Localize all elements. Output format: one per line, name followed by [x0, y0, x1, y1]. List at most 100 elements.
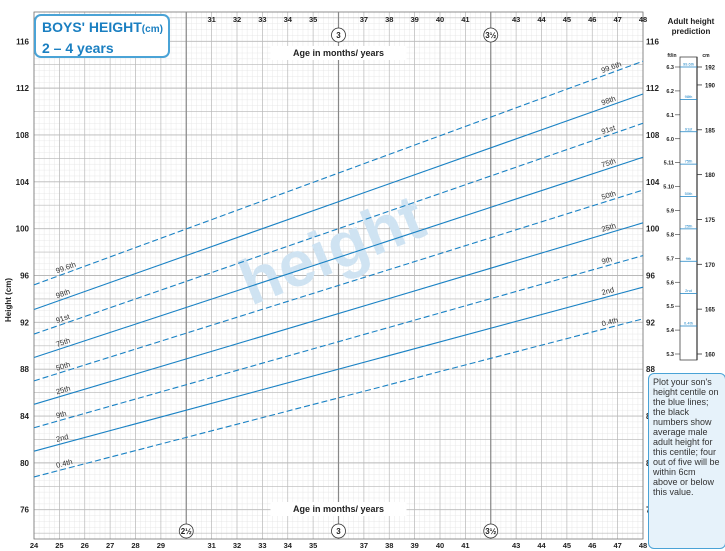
cm-tick-label: 160 — [705, 353, 716, 359]
y-tick-label-left: 80 — [20, 459, 29, 468]
centile-line-0.4th — [33, 318, 644, 478]
centile-label-right: 75th — [600, 156, 617, 169]
centile-mark-label: 0.4th — [684, 321, 693, 326]
cm-tick-label: 185 — [705, 128, 716, 134]
centile-line-50th — [33, 189, 644, 382]
x-tick-label-bottom: 38 — [385, 541, 393, 550]
x-tick-label-bottom: 48 — [639, 541, 647, 550]
centile-line-98th — [33, 93, 644, 310]
cm-tick-label: 192 — [705, 66, 716, 72]
chart-title: BOYS' HEIGHT(cm) — [42, 19, 163, 35]
x-tick-label-top: 39 — [410, 15, 418, 24]
axis-caption-bg — [270, 502, 407, 516]
ftin-tick-label: 6.1 — [666, 113, 674, 119]
instruction-note: Plot your son's height centile on the bl… — [648, 373, 725, 549]
centile-mark-label: 75th — [685, 159, 693, 164]
x-tick-label-top: 41 — [461, 15, 469, 24]
year-marker — [178, 523, 194, 539]
centile-curves — [33, 60, 644, 478]
centile-mark-label: 98th — [685, 94, 693, 99]
adult-prediction-heading: Adult height prediction — [667, 17, 715, 36]
y-tick-label-left: 104 — [16, 178, 30, 187]
centile-mark-label: 9th — [686, 256, 692, 261]
ftin-tick-label: 5.6 — [666, 280, 674, 286]
ftin-tick-label: 5.9 — [666, 209, 674, 215]
ftin-tick-label: 6.3 — [666, 65, 674, 71]
x-year-label-bottom: 3 — [336, 527, 341, 536]
x-tick-label-top: 34 — [284, 15, 293, 24]
x-tick-label-top: 47 — [613, 15, 621, 24]
year-marker — [483, 27, 499, 43]
x-tick-label-bottom: 34 — [284, 541, 293, 550]
y-tick-label-right: 104 — [646, 178, 660, 187]
x-tick-label-top: 35 — [309, 15, 317, 24]
y-tick-label-right: 112 — [646, 84, 659, 93]
y-tick-label-left: 116 — [16, 37, 29, 46]
centile-line-75th — [33, 156, 644, 359]
y-tick-label-right: 96 — [646, 272, 655, 281]
x-tick-label-bottom: 24 — [30, 541, 39, 550]
x-year-label-top: 3½ — [485, 31, 496, 40]
x-tick-label-bottom: 35 — [309, 541, 317, 550]
x-tick-label-top: 38 — [385, 15, 393, 24]
adult-height-scale: ft/in cm 192 190 185 180 175 170 165 160 6.3 6.2 6.1… — [663, 53, 716, 361]
centile-mark-label: 2nd — [685, 288, 692, 293]
year-marker — [331, 27, 346, 43]
x-tick-label-bottom: 32 — [233, 541, 241, 550]
y-tick-label-left: 88 — [20, 365, 29, 374]
centile-label-right: 91st — [600, 123, 617, 136]
centile-label-left: 2nd — [55, 432, 69, 444]
x-axis-bottom: 24 25 26 27 28 29 2½ 31 32 33 34 35 3 37 38 39 40 41 3½ 43 4… — [30, 523, 647, 550]
cm-tick-label: 170 — [705, 263, 716, 269]
x-year-label-bottom: 3½ — [485, 527, 496, 536]
x-tick-label-bottom: 43 — [512, 541, 520, 550]
axis-caption-bottom: Age in months/ years — [293, 504, 384, 514]
watermark-text: height — [229, 180, 434, 319]
year-marker — [331, 523, 346, 539]
centile-mark-label: 50th — [685, 191, 693, 196]
x-tick-label-top: 45 — [563, 15, 571, 24]
x-tick-label-bottom: 37 — [360, 541, 368, 550]
x-axis-top: 31 32 33 34 35 3 37 38 39 40 41 3½ 43 44 45 46 47 48 — [207, 15, 647, 43]
y-axis-label: Height (cm) — [4, 278, 13, 322]
x-tick-label-bottom: 25 — [55, 541, 63, 550]
y-tick-label-right: 116 — [646, 37, 659, 46]
cm-tick-label: 165 — [705, 308, 716, 314]
ftin-tick-label: 5.10 — [663, 185, 674, 191]
x-tick-label-bottom: 41 — [461, 541, 469, 550]
centile-label-right: 2nd — [601, 285, 615, 297]
axis-caption-top: Age in months/ years — [293, 48, 384, 58]
y-tick-label-right: 100 — [646, 225, 660, 234]
centile-line-99.6th — [33, 60, 644, 286]
y-tick-label-left: 108 — [16, 131, 30, 140]
x-tick-label-bottom: 46 — [588, 541, 596, 550]
y-axis-left: 76 80 84 88 92 96 100 104 108 112 116 — [16, 37, 30, 514]
centile-label-left: 9th — [55, 409, 67, 420]
x-tick-label-bottom: 27 — [106, 541, 114, 550]
y-tick-label-left: 96 — [20, 272, 29, 281]
cm-unit-label: cm — [702, 53, 710, 59]
centile-label-right: 0.4th — [601, 315, 619, 328]
y-tick-label-left: 100 — [16, 225, 30, 234]
centile-mark-label: 99.6th — [683, 62, 694, 67]
ftin-unit-label: ft/in — [667, 53, 676, 59]
major-grid — [33, 11, 644, 540]
centile-label-left: 50th — [55, 360, 72, 373]
x-year-label-top: 3 — [336, 31, 341, 40]
y-tick-label-left: 92 — [20, 318, 29, 327]
centile-label-left: 25th — [55, 384, 72, 397]
ftin-tick-label: 5.11 — [664, 161, 674, 167]
centile-label-left: 99.6th — [54, 260, 77, 276]
ftin-tick-label: 5.4 — [666, 328, 675, 334]
y-tick-label-left: 76 — [20, 506, 29, 515]
x-tick-label-top: 32 — [233, 15, 241, 24]
cm-tick-label: 180 — [705, 173, 716, 179]
y-tick-label-left: 112 — [16, 84, 29, 93]
ftin-tick-label: 5.7 — [666, 256, 674, 262]
centile-label-right: 50th — [600, 189, 617, 202]
y-tick-label-left: 84 — [20, 412, 29, 421]
y-tick-label-right: 108 — [646, 131, 660, 140]
x-year-label-bottom: 2½ — [181, 527, 192, 536]
x-tick-label-bottom: 33 — [258, 541, 266, 550]
